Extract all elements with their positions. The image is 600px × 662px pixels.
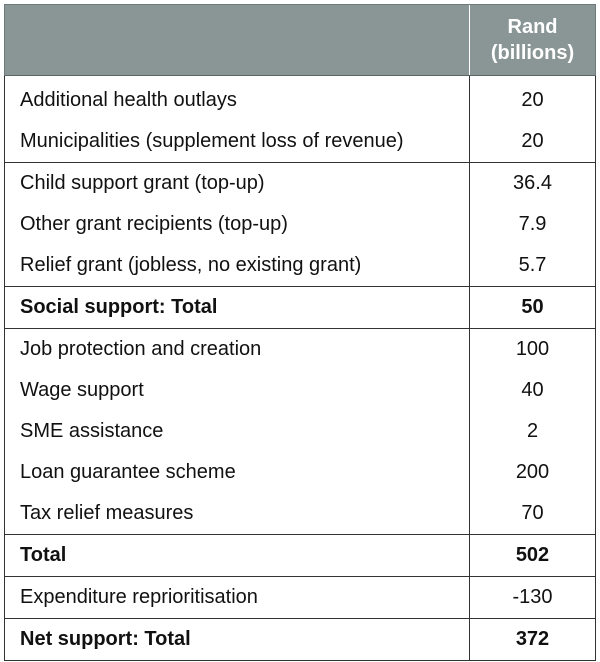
table-row-relief-grant: Relief grant (jobless, no existing grant… [4, 245, 596, 287]
table-row-net-support-total: Net support: Total 372 [4, 618, 596, 661]
header-label-cell [4, 4, 470, 76]
row-label: Tax relief measures [4, 493, 470, 535]
row-label: Municipalities (supplement loss of reven… [4, 121, 470, 163]
row-value: 40 [469, 370, 596, 411]
row-label: Expenditure reprioritisation [4, 576, 470, 619]
row-value: 20 [469, 75, 596, 121]
row-value: -130 [469, 576, 596, 619]
row-value: 200 [469, 452, 596, 493]
table-row-sme-assistance: SME assistance 2 [4, 411, 596, 452]
table-row-wage-support: Wage support 40 [4, 370, 596, 411]
header-unit-line: Rand [507, 16, 558, 38]
row-value: 100 [469, 328, 596, 370]
row-label: Job protection and creation [4, 328, 470, 370]
row-value: 70 [469, 493, 596, 535]
row-value: 20 [469, 121, 596, 163]
row-label: Other grant recipients (top-up) [4, 204, 470, 245]
row-value: 5.7 [469, 245, 596, 287]
row-label: Net support: Total [4, 618, 470, 661]
table-row-child-support-grant: Child support grant (top-up) 36.4 [4, 162, 596, 204]
row-label: Wage support [4, 370, 470, 411]
header-value-cell: Rand (billions) [469, 4, 596, 76]
header-row: Rand (billions) [4, 4, 596, 76]
row-label: Child support grant (top-up) [4, 162, 470, 204]
header-unit-detail-line: (billions) [490, 42, 575, 64]
row-value: 7.9 [469, 204, 596, 245]
table-row-total: Total 502 [4, 534, 596, 577]
stimulus-breakdown-table: Rand (billions) Additional health outlay… [4, 4, 596, 661]
table-row-municipalities: Municipalities (supplement loss of reven… [4, 121, 596, 163]
row-label: Relief grant (jobless, no existing grant… [4, 245, 470, 287]
table-row-social-support-total: Social support: Total 50 [4, 286, 596, 329]
row-label: Total [4, 534, 470, 577]
row-value: 36.4 [469, 162, 596, 204]
row-label: Loan guarantee scheme [4, 452, 470, 493]
row-label: SME assistance [4, 411, 470, 452]
table-row-other-grant-recipients: Other grant recipients (top-up) 7.9 [4, 204, 596, 245]
row-label: Social support: Total [4, 286, 470, 329]
table-row-tax-relief: Tax relief measures 70 [4, 493, 596, 535]
row-value: 502 [469, 534, 596, 577]
table-row-additional-health-outlays: Additional health outlays 20 [4, 75, 596, 121]
table-row-loan-guarantee: Loan guarantee scheme 200 [4, 452, 596, 493]
row-value: 50 [469, 286, 596, 329]
table-row-expenditure-reprioritisation: Expenditure reprioritisation -130 [4, 576, 596, 619]
table-row-job-protection: Job protection and creation 100 [4, 328, 596, 370]
row-label: Additional health outlays [4, 75, 470, 121]
row-value: 2 [469, 411, 596, 452]
row-value: 372 [469, 618, 596, 661]
